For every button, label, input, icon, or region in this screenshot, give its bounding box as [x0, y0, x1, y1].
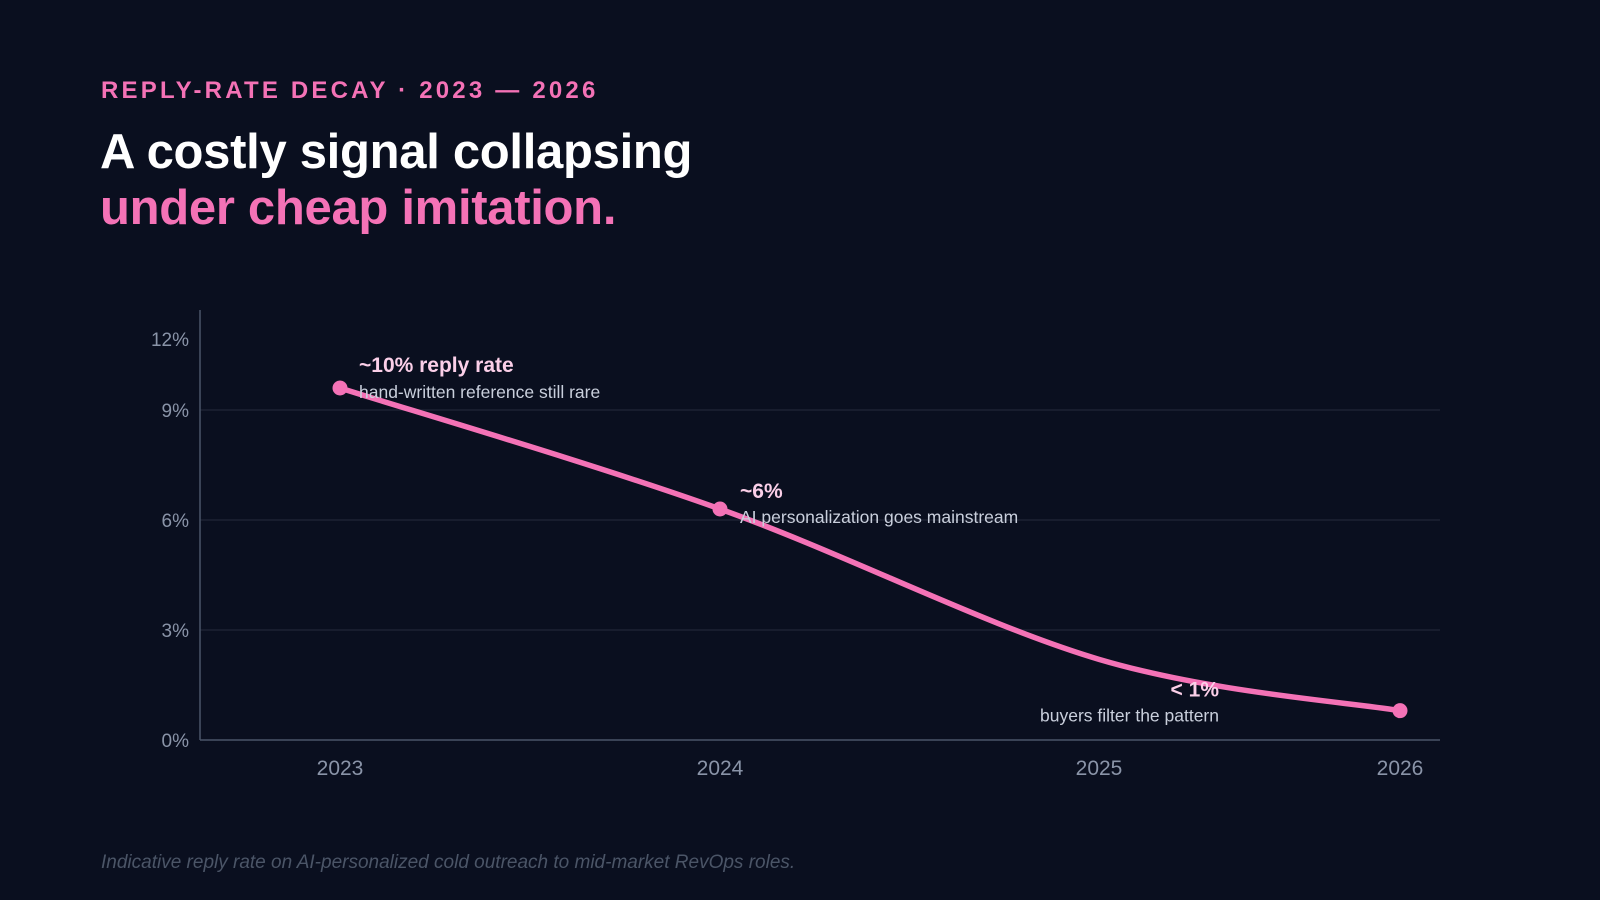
headline-line-2: under cheap imitation. — [100, 181, 617, 235]
data-point-marker — [712, 501, 728, 517]
annotation-subtitle: AI personalization goes mainstream — [740, 507, 1018, 527]
reply-rate-line — [337, 385, 1403, 714]
data-point-marker — [332, 380, 348, 396]
y-tick-label: 3% — [162, 621, 190, 642]
chart-eyebrow: REPLY-RATE DECAY · 2023 — 2026 — [101, 77, 599, 104]
annotation-title: ~6% — [740, 480, 783, 503]
footnote: Indicative reply rate on AI-personalized… — [101, 852, 796, 873]
x-tick-label: 2025 — [1076, 757, 1123, 780]
headline: A costly signal collapsing under cheap i… — [100, 124, 692, 236]
x-tick-label: 2023 — [317, 757, 364, 780]
y-tick-label: 12% — [151, 330, 189, 351]
headline-line-1: A costly signal collapsing — [100, 125, 693, 179]
annotation-title: < 1% — [1171, 679, 1220, 702]
x-tick-label: 2026 — [1377, 757, 1424, 780]
annotation-subtitle: buyers filter the pattern — [1040, 706, 1219, 726]
y-tick-label: 9% — [162, 401, 190, 422]
data-point-marker — [1392, 703, 1408, 719]
x-tick-label: 2024 — [697, 757, 744, 780]
annotation-title: ~10% reply rate — [359, 354, 514, 377]
annotation-subtitle: hand-written reference still rare — [359, 382, 600, 402]
y-tick-label: 0% — [162, 731, 190, 752]
y-tick-label: 6% — [162, 511, 190, 532]
